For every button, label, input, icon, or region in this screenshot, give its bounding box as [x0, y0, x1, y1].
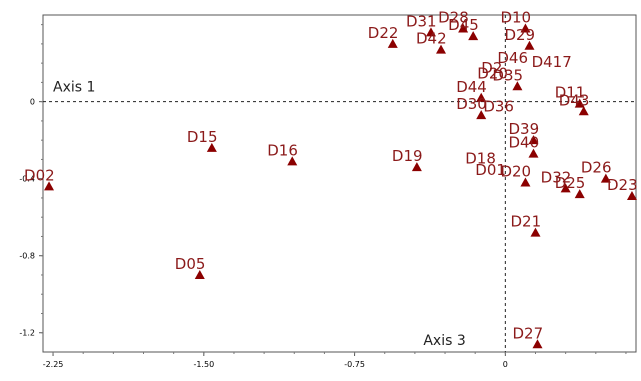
- data-point-d05: [194, 269, 205, 279]
- data-point-d29: [524, 40, 535, 50]
- data-point-d28: [458, 23, 469, 33]
- data-point-d31: [425, 27, 436, 37]
- axis-1-label: Axis 1: [53, 80, 95, 96]
- point-label-d27: D27: [513, 324, 544, 342]
- data-point-d10: [520, 23, 531, 33]
- point-label-d32: D32: [541, 168, 572, 186]
- data-point-d15: [206, 142, 217, 152]
- point-label-d23: D23: [607, 176, 638, 194]
- y-tick-label: 0: [30, 98, 35, 107]
- data-point-d40: [528, 148, 539, 158]
- data-point-d35: [512, 81, 523, 91]
- point-label-d44: D44: [456, 78, 487, 96]
- point-label-d29: D29: [504, 26, 535, 44]
- cluster-label: D18: [465, 149, 496, 167]
- y-tick-label: -0.4: [19, 175, 35, 184]
- point-label-d42: D42: [416, 30, 447, 48]
- data-point-d30: [476, 110, 487, 120]
- point-label-d02: D02: [24, 166, 55, 184]
- point-label-d26: D26: [581, 159, 612, 177]
- x-tick-label: 0: [503, 360, 508, 369]
- data-point-d39: [528, 135, 539, 145]
- point-label-d25: D25: [555, 174, 586, 192]
- point-label-d15: D15: [187, 128, 218, 146]
- data-point-d42: [436, 44, 447, 54]
- data-point-d21: [530, 227, 541, 237]
- data-point-d20: [520, 177, 531, 187]
- cluster-label: D36: [483, 97, 514, 115]
- data-point-d43: [578, 106, 589, 116]
- point-label-d22: D22: [368, 24, 399, 42]
- data-point-d11: [574, 98, 585, 108]
- point-label-d28: D28: [438, 8, 469, 26]
- data-point-d19: [411, 162, 422, 172]
- point-label-d21: D21: [510, 213, 541, 231]
- data-point-d44: [476, 92, 487, 102]
- data-point-d27: [532, 339, 543, 349]
- point-label-d30: D30: [456, 95, 487, 113]
- point-label-d31: D31: [406, 12, 437, 30]
- data-point-d32: [560, 183, 571, 193]
- cluster-label: D01: [475, 161, 506, 179]
- point-label-d11: D11: [555, 84, 586, 102]
- x-tick-label: -0.75: [344, 360, 365, 369]
- x-tick-label: -1.50: [193, 360, 214, 369]
- point-label-d19: D19: [392, 147, 423, 165]
- cluster-label: D20: [477, 65, 508, 83]
- cluster-label: D417: [532, 53, 572, 71]
- point-label-d16: D16: [267, 141, 298, 159]
- point-label-d20: D20: [500, 163, 531, 181]
- point-label-d35: D35: [492, 66, 523, 84]
- data-point-d45: [468, 31, 479, 41]
- data-point-d16: [287, 156, 298, 166]
- data-point-d25: [574, 189, 585, 199]
- y-tick-label: -1.2: [19, 329, 35, 338]
- x-tick-label: -2.25: [43, 360, 64, 369]
- axis-3-label: Axis 3: [423, 333, 465, 349]
- data-point-d23: [626, 191, 637, 201]
- data-point-d26: [600, 173, 611, 183]
- point-label-d05: D05: [175, 255, 206, 273]
- point-label-d10: D10: [500, 8, 531, 26]
- point-label-d39: D39: [508, 120, 539, 138]
- plot-frame: [42, 14, 637, 353]
- data-point-d22: [387, 38, 398, 48]
- y-tick-label: -0.8: [19, 252, 35, 261]
- cluster-label: D46: [497, 49, 528, 67]
- cluster-label: D2: [481, 59, 502, 77]
- point-label-d40: D40: [508, 134, 539, 152]
- point-label-d45: D45: [448, 16, 479, 34]
- point-label-d43: D43: [559, 91, 590, 109]
- data-point-d02: [44, 181, 55, 191]
